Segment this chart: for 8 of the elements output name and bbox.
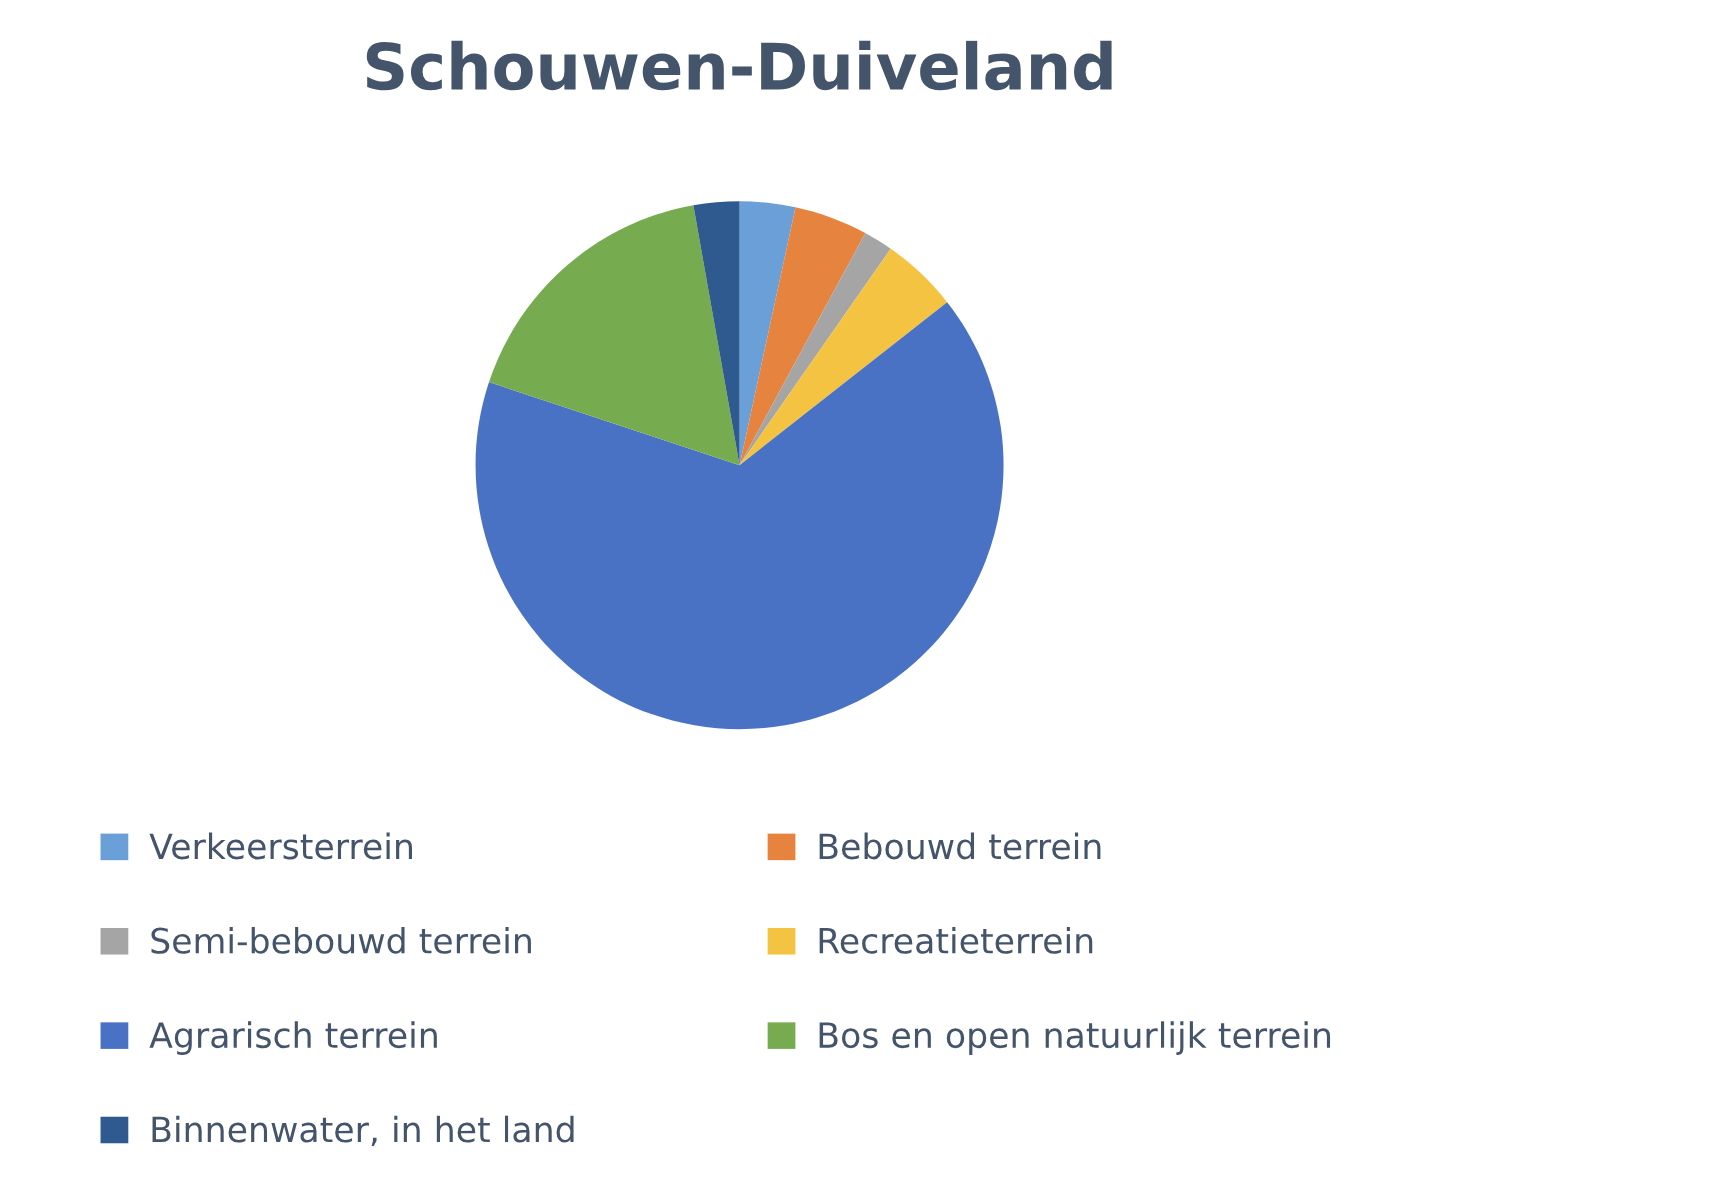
legend-label: Verkeersterrein xyxy=(149,832,412,860)
legend-label: Agrarisch terrein xyxy=(149,1021,437,1055)
legend-label: Bebouwd terrein xyxy=(819,832,1101,860)
legend-label: Semi-bebouwd terrein xyxy=(151,926,531,954)
chart-title: Schouwen-Duiveland xyxy=(366,40,1112,91)
legend-label: Binnenwater, in het land xyxy=(152,1115,574,1147)
legend-label: Bos en open natuurlijk terrein xyxy=(819,1021,1331,1055)
legend-label: Recreatieterrein xyxy=(819,926,1093,954)
